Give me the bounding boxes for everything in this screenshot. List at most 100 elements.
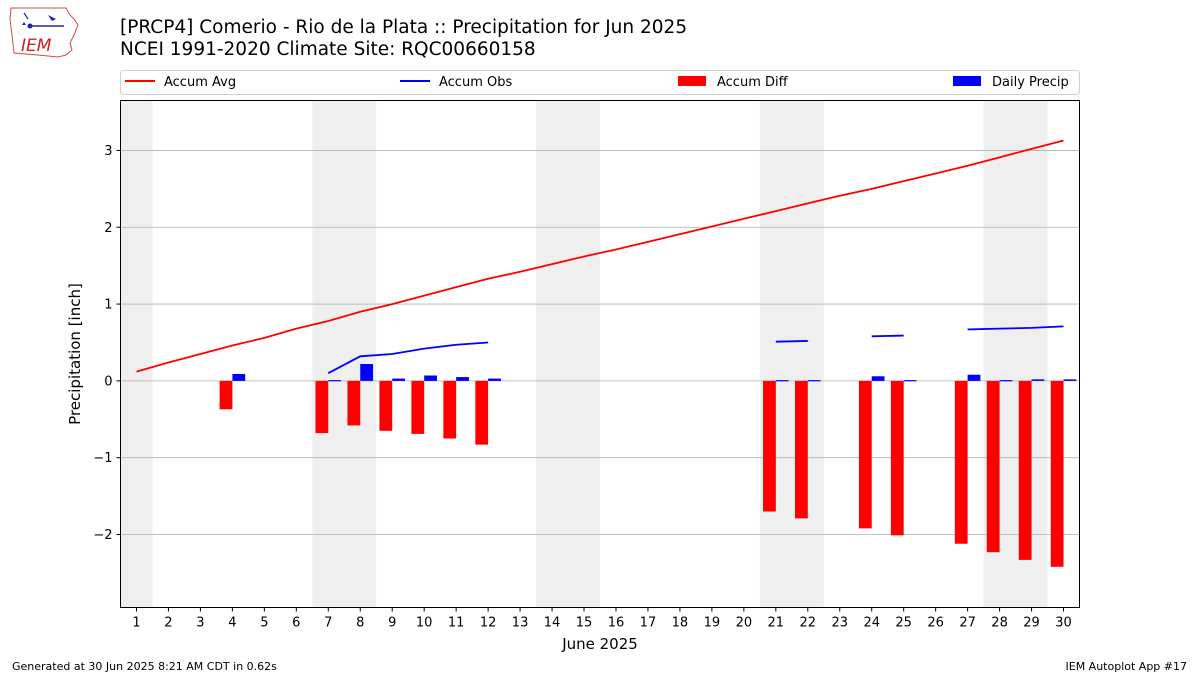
x-tick-label: 17 <box>640 616 657 631</box>
legend-label: Accum Obs <box>439 75 512 90</box>
legend-label: Daily Precip <box>992 75 1069 90</box>
x-tick-label: 13 <box>512 616 529 631</box>
daily-precip-bar <box>1063 379 1077 381</box>
title-line-1: [PRCP4] Comerio - Rio de la Plata :: Pre… <box>120 17 688 38</box>
accum-diff-bar <box>1050 380 1064 567</box>
legend-box <box>120 70 1080 95</box>
accum-diff-bar <box>858 380 872 529</box>
x-tick-label: 3 <box>196 616 204 631</box>
x-tick-label: 21 <box>768 616 785 631</box>
x-tick-label: 18 <box>672 616 689 631</box>
y-tick-label: 1 <box>104 298 112 313</box>
weekend-shading <box>120 100 1048 608</box>
x-tick-label: 23 <box>831 616 848 631</box>
x-tick-label: 29 <box>1023 616 1040 631</box>
x-tick-label: 8 <box>356 616 364 631</box>
x-tick-label: 7 <box>324 616 332 631</box>
daily-precip-bar <box>807 380 821 382</box>
weekend-band <box>312 100 377 608</box>
legend-label: Accum Diff <box>717 75 789 90</box>
x-tick-label: 16 <box>608 616 625 631</box>
generated-note: Generated at 30 Jun 2025 8:21 AM CDT in … <box>12 660 277 673</box>
accum-diff-bars <box>219 380 1064 567</box>
x-tick-label: 4 <box>228 616 236 631</box>
x-tick-label: 11 <box>448 616 465 631</box>
logo-text: IEM <box>21 36 52 56</box>
chart-title: [PRCP4] Comerio - Rio de la Plata :: Pre… <box>120 17 687 61</box>
daily-precip-bar <box>775 380 789 382</box>
x-tick-label: 14 <box>544 616 561 631</box>
x-tick-label: 12 <box>480 616 497 631</box>
x-tick-label: 24 <box>863 616 880 631</box>
daily-precip-bar <box>232 373 246 381</box>
x-axis-ticks: 1 2 3 4 5 6 7 8 9 10 11 12 13 14 15 16 17 18 19 20 21 22 23 24 2… <box>132 607 1072 631</box>
accum-diff-bar <box>1018 380 1032 560</box>
daily-precip-bar <box>1031 379 1045 381</box>
accum-diff-bar <box>315 380 329 434</box>
daily-precip-bar <box>360 363 374 381</box>
iem-logo: IEM <box>9 7 79 58</box>
daily-precip-bars <box>232 363 1077 382</box>
daily-precip-bar <box>456 377 469 381</box>
accum-diff-bar <box>475 380 489 445</box>
legend-label: Accum Avg <box>164 75 236 90</box>
daily-precip-bar <box>424 375 437 381</box>
series-lines <box>136 139 1064 375</box>
legend: Accum Avg Accum Obs Accum Diff Daily Precip <box>120 70 1080 95</box>
y-tick-label: −2 <box>93 528 112 543</box>
title-line-2: NCEI 1991-2020 Climate Site: RQC00660158 <box>120 39 536 60</box>
x-tick-label: 25 <box>895 616 912 631</box>
x-tick-label: 20 <box>736 616 753 631</box>
daily-precip-bar <box>999 380 1013 382</box>
x-tick-label: 9 <box>388 616 396 631</box>
weekend-band <box>759 100 824 608</box>
accum-diff-bar <box>986 380 1000 553</box>
legend-swatch-bar <box>953 76 981 86</box>
plot-frame <box>120 100 1080 608</box>
accum-diff-bar <box>219 380 233 410</box>
accum-diff-bar <box>347 380 361 426</box>
grid-lines <box>120 150 1080 535</box>
x-tick-label: 10 <box>416 616 433 631</box>
accum-diff-bar <box>763 380 776 512</box>
legend-swatch-bar <box>678 76 706 86</box>
y-tick-label: 2 <box>104 221 112 236</box>
daily-precip-bar <box>488 378 501 381</box>
accum-avg-line <box>136 139 1064 373</box>
daily-precip-bar <box>903 380 917 382</box>
accum-obs-line <box>327 341 489 375</box>
accum-diff-bar <box>379 380 393 431</box>
x-tick-label: 28 <box>991 616 1008 631</box>
daily-precip-bar <box>871 376 885 381</box>
y-tick-label: −1 <box>93 451 112 466</box>
accum-obs-line <box>967 325 1064 331</box>
accum-diff-bar <box>794 380 808 519</box>
accum-diff-bar <box>411 380 425 434</box>
y-tick-label: 0 <box>104 374 112 389</box>
x-tick-label: 6 <box>292 616 300 631</box>
x-tick-label: 15 <box>576 616 593 631</box>
daily-precip-bar <box>392 378 406 381</box>
accum-obs-line <box>775 340 808 343</box>
app-note: IEM Autoplot App #17 <box>1065 660 1188 673</box>
accum-diff-bar <box>443 380 457 439</box>
x-tick-label: 26 <box>927 616 944 631</box>
daily-precip-bar <box>967 374 981 381</box>
accum-diff-bar <box>954 380 968 544</box>
weekend-band <box>120 100 153 608</box>
x-tick-label: 5 <box>260 616 268 631</box>
x-tick-label: 19 <box>704 616 721 631</box>
x-tick-label: 2 <box>164 616 172 631</box>
x-tick-label: 30 <box>1055 616 1072 631</box>
y-axis-ticks: −2 −1 0 1 2 3 <box>93 144 121 543</box>
x-tick-label: 22 <box>800 616 817 631</box>
x-tick-label: 1 <box>132 616 140 631</box>
accum-diff-bar <box>890 380 904 536</box>
accum-obs-line <box>871 334 904 338</box>
daily-precip-bar <box>328 380 342 382</box>
weekend-band <box>536 100 600 608</box>
x-tick-label: 27 <box>959 616 976 631</box>
x-axis-label: June 2025 <box>561 635 638 653</box>
y-tick-label: 3 <box>104 144 112 159</box>
